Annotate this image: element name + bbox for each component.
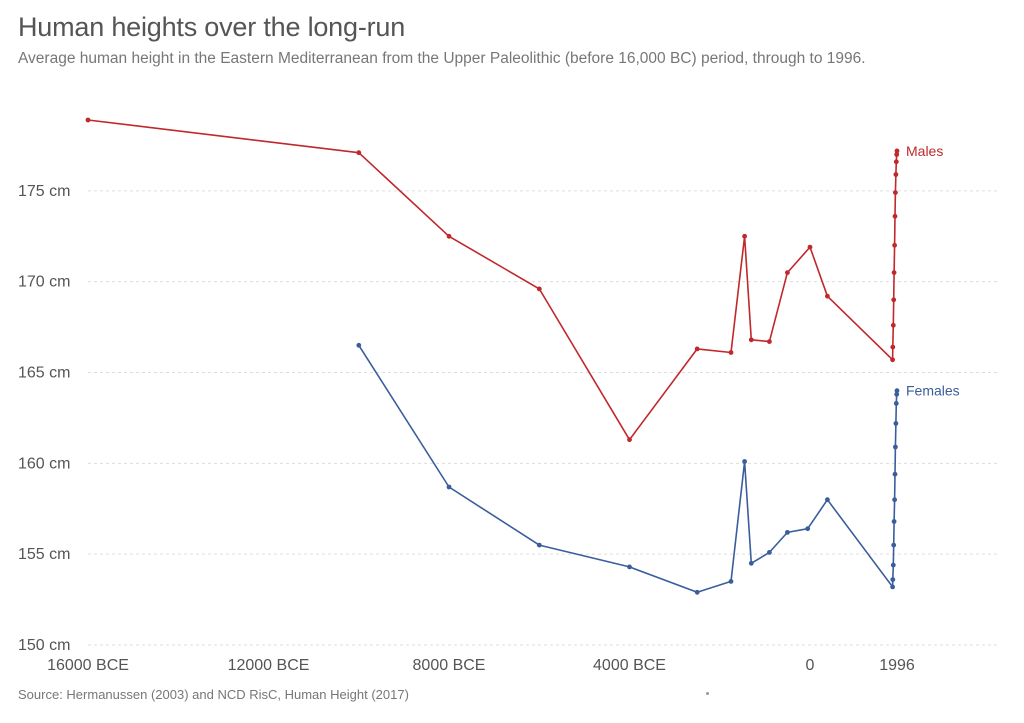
y-tick-label: 175 cm (18, 183, 70, 200)
data-point (742, 233, 747, 239)
y-tick-label: 155 cm (18, 546, 70, 563)
x-tick-label: 0 (806, 657, 815, 674)
data-point (536, 286, 542, 292)
source-note: Source: Hermanussen (2003) and NCD RisC,… (18, 687, 409, 702)
data-point (893, 159, 899, 165)
x-tick-label: 4000 BCE (593, 657, 666, 674)
data-point (894, 152, 900, 157)
data-point (892, 242, 897, 248)
data-point (890, 584, 895, 590)
data-point (742, 459, 747, 464)
data-point (893, 444, 898, 450)
data-point (891, 297, 897, 303)
data-point (893, 401, 899, 406)
x-tick-label: 8000 BCE (413, 657, 486, 674)
data-point (892, 471, 898, 477)
data-point (894, 148, 900, 154)
series-line-males (87, 119, 898, 441)
x-tick-label: 1996 (879, 657, 915, 674)
data-point (446, 233, 452, 239)
data-point (891, 270, 897, 275)
x-tick-label: 16000 BCE (47, 657, 129, 674)
data-point (890, 562, 896, 568)
series-label-females: Females (906, 383, 960, 399)
data-point (356, 150, 362, 156)
data-point (767, 339, 772, 344)
data-point (805, 526, 811, 532)
data-point (825, 497, 830, 503)
data-point (892, 213, 898, 219)
data-point (890, 357, 895, 363)
data-point (627, 564, 632, 570)
data-point (748, 337, 754, 343)
label-layer: 150 cm 155 cm 160 cm 165 cm 170 cm 175 cm 1600… (18, 143, 960, 674)
data-point (890, 577, 896, 582)
data-point (748, 560, 754, 566)
chart-title: Human heights over the long-run (18, 12, 406, 42)
data-point (694, 346, 700, 352)
series-layer (85, 117, 900, 595)
data-point (807, 244, 813, 250)
data-point (356, 342, 362, 348)
series-line-females (358, 344, 898, 594)
data-point (892, 497, 897, 503)
data-point (728, 350, 734, 355)
data-point (446, 484, 452, 490)
data-point (893, 190, 898, 196)
data-point (890, 322, 896, 328)
x-tick-label: 12000 BCE (228, 657, 310, 674)
data-point (728, 579, 734, 584)
y-tick-label: 165 cm (18, 365, 70, 382)
data-point (891, 519, 897, 524)
data-point (627, 437, 632, 443)
grid-layer (88, 190, 1000, 646)
decorative-dot (706, 692, 709, 695)
data-point (536, 542, 542, 548)
y-tick-label: 160 cm (18, 455, 70, 472)
data-point (767, 550, 772, 555)
data-point (694, 589, 700, 595)
data-point (894, 391, 900, 397)
data-point (785, 530, 790, 535)
data-point (891, 542, 897, 548)
data-point (893, 172, 899, 177)
chart-subtitle: Average human height in the Eastern Medi… (18, 50, 866, 67)
data-point (894, 388, 900, 394)
data-point (85, 117, 91, 123)
data-point (890, 344, 896, 350)
y-tick-label: 150 cm (18, 637, 70, 654)
data-point (893, 421, 899, 426)
y-tick-label: 170 cm (18, 274, 70, 291)
data-point (825, 293, 830, 299)
data-point (785, 270, 790, 275)
series-label-males: Males (906, 143, 943, 159)
